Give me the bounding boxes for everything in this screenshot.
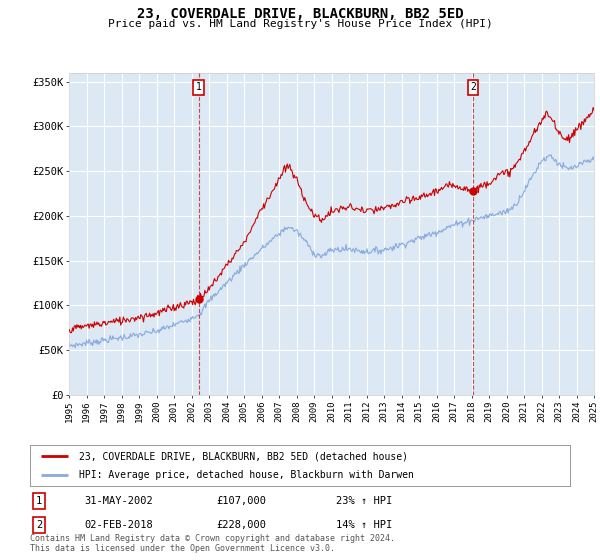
Text: £107,000: £107,000 xyxy=(216,496,266,506)
Text: 1: 1 xyxy=(196,82,202,92)
Text: 02-FEB-2018: 02-FEB-2018 xyxy=(84,520,153,530)
Text: 23, COVERDALE DRIVE, BLACKBURN, BB2 5ED: 23, COVERDALE DRIVE, BLACKBURN, BB2 5ED xyxy=(137,7,463,21)
Text: 23% ↑ HPI: 23% ↑ HPI xyxy=(336,496,392,506)
Text: Contains HM Land Registry data © Crown copyright and database right 2024.
This d: Contains HM Land Registry data © Crown c… xyxy=(30,534,395,553)
Text: £228,000: £228,000 xyxy=(216,520,266,530)
Text: HPI: Average price, detached house, Blackburn with Darwen: HPI: Average price, detached house, Blac… xyxy=(79,470,413,480)
Text: 1: 1 xyxy=(36,496,42,506)
Text: 2: 2 xyxy=(470,82,476,92)
Text: 23, COVERDALE DRIVE, BLACKBURN, BB2 5ED (detached house): 23, COVERDALE DRIVE, BLACKBURN, BB2 5ED … xyxy=(79,451,407,461)
Text: 2: 2 xyxy=(36,520,42,530)
Text: 31-MAY-2002: 31-MAY-2002 xyxy=(84,496,153,506)
Text: 14% ↑ HPI: 14% ↑ HPI xyxy=(336,520,392,530)
Text: Price paid vs. HM Land Registry's House Price Index (HPI): Price paid vs. HM Land Registry's House … xyxy=(107,19,493,29)
